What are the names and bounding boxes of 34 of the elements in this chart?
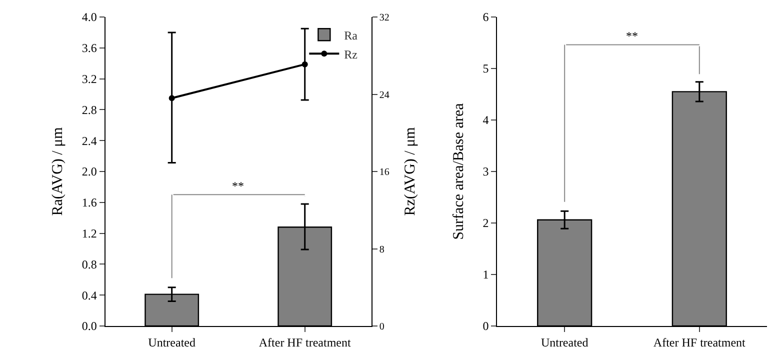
y-tick-label: 2.4 bbox=[82, 134, 97, 148]
y-tick-label: 2 bbox=[482, 216, 489, 230]
y-tick-label: 0.4 bbox=[82, 288, 97, 302]
y2-tick-label: 32 bbox=[379, 12, 390, 24]
y2-tick-label: 8 bbox=[379, 244, 384, 256]
y-tick-label: 2.0 bbox=[82, 164, 97, 179]
y-tick-label: 4 bbox=[482, 113, 489, 128]
x-tick-label: After HF treatment bbox=[258, 335, 352, 350]
y-tick-label: 0.0 bbox=[82, 319, 97, 334]
y2-tick-label: 24 bbox=[379, 90, 390, 101]
y-tick-label: 1 bbox=[482, 268, 489, 282]
x-tick-label: Untreated bbox=[148, 335, 196, 350]
y2-tick-label: 16 bbox=[379, 167, 390, 178]
y-tick-label: 5 bbox=[482, 62, 489, 76]
y-tick-label: 0.8 bbox=[82, 257, 97, 272]
y-tick-label: 0 bbox=[482, 319, 489, 334]
y2-axis-title: Rz(AVG) / μm bbox=[402, 126, 418, 216]
x-tick-label: After HF treatment bbox=[653, 335, 746, 350]
y-tick-label: 6 bbox=[482, 10, 489, 24]
y-tick-label: 1.2 bbox=[82, 226, 97, 240]
y-tick-label: 2.8 bbox=[82, 102, 97, 117]
annotation: ** bbox=[626, 29, 638, 43]
y-axis-title: Surface area/Base area bbox=[451, 102, 468, 240]
y2-tick-label: 0 bbox=[379, 322, 384, 332]
x-tick-label: Untreated bbox=[540, 335, 588, 350]
y-tick-label: 3.6 bbox=[82, 41, 97, 56]
annotation: ** bbox=[232, 179, 244, 193]
legend-label: Rz bbox=[344, 47, 358, 62]
y-tick-label: 4.0 bbox=[82, 10, 97, 24]
y-tick-label: 1.6 bbox=[82, 196, 97, 210]
y-tick-label: 3.2 bbox=[82, 72, 97, 86]
y-axis-title: Ra(AVG) / μm bbox=[50, 126, 66, 216]
y-tick-label: 3 bbox=[482, 164, 489, 179]
legend-label: Ra bbox=[344, 28, 358, 42]
